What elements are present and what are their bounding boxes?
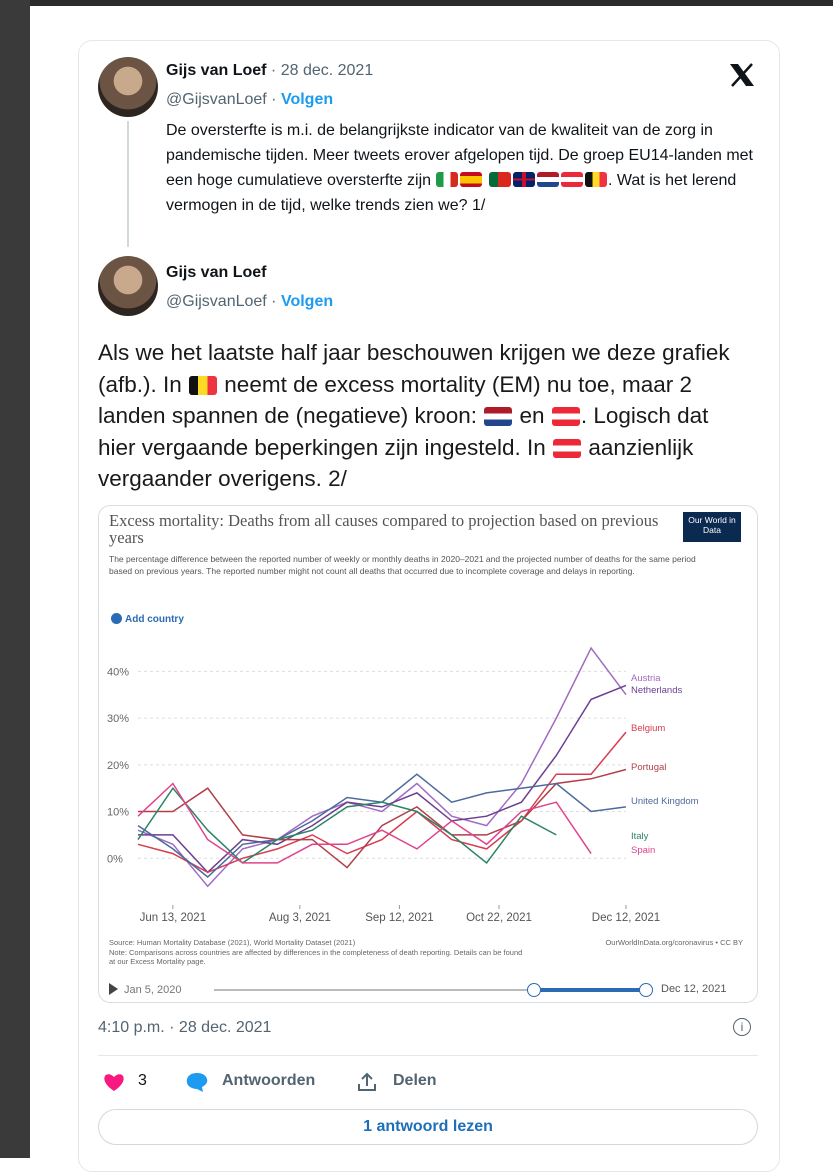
slider-handle[interactable]: [527, 983, 541, 997]
reply-icon[interactable]: [185, 1071, 209, 1093]
flag: [537, 172, 559, 187]
tweet-time[interactable]: 4:10 p.m. · 28 dec. 2021: [98, 1019, 271, 1037]
series-label: Portugal: [631, 762, 666, 773]
read-replies-button[interactable]: 1 antwoord lezen: [98, 1109, 758, 1145]
y-tick-label: 40%: [107, 666, 129, 678]
y-tick-label: 30%: [107, 713, 129, 725]
slider-end: Dec 12, 2021: [661, 983, 726, 995]
share-icon[interactable]: [357, 1071, 377, 1093]
x-tick-label: Dec 12, 2021: [592, 912, 660, 924]
handle: @GijsvanLoef ·: [166, 91, 277, 108]
series-label: Spain: [631, 845, 655, 856]
tweet-text: De oversterfte is m.i. de belangrijkste …: [166, 118, 761, 218]
avatar[interactable]: [98, 256, 158, 316]
text: en: [513, 403, 551, 428]
thread-line: [127, 121, 129, 247]
tweet-header: Gijs van Loef: [166, 264, 266, 282]
flag: [460, 172, 482, 187]
author-name[interactable]: Gijs van Loef: [166, 264, 266, 281]
slider-start-label: Jan 5, 2020: [124, 984, 182, 996]
series-label: United Kingdom: [631, 796, 699, 807]
flag: [513, 172, 535, 187]
flag: [553, 439, 581, 458]
x-logo[interactable]: [728, 62, 756, 88]
flag: [585, 172, 607, 187]
info-icon[interactable]: i: [733, 1018, 751, 1036]
chart-credit: OurWorldInData.org/coronavirus • CC BY: [539, 938, 743, 947]
side-bar: [0, 0, 30, 1158]
series-line: [138, 788, 556, 863]
x-tick-label: Sep 12, 2021: [365, 912, 433, 924]
flag: [489, 172, 511, 187]
flag: [436, 172, 458, 187]
handle: @GijsvanLoef ·: [166, 293, 277, 310]
author-name[interactable]: Gijs van Loef: [166, 62, 266, 79]
series-label: Belgium: [631, 723, 665, 734]
series-label: Italy: [631, 831, 649, 842]
x-tick-label: Jun 13, 2021: [140, 912, 207, 924]
share-label[interactable]: Delen: [393, 1072, 437, 1090]
reply-label[interactable]: Antwoorden: [222, 1072, 315, 1090]
series-label: Netherlands: [631, 685, 682, 696]
divider: [98, 1055, 758, 1056]
handle-row: @GijsvanLoef · Volgen: [166, 293, 333, 311]
flag: [552, 407, 580, 426]
like-icon[interactable]: [103, 1072, 125, 1092]
note: Note: Comparisons across countries are a…: [109, 948, 522, 967]
source: Source: Human Mortality Database (2021),…: [109, 938, 355, 947]
like-count: 3: [138, 1072, 147, 1090]
x-tick-label: Aug 3, 2021: [269, 912, 331, 924]
page: { "tweets": [ { "name": "Gijs van Loef",…: [0, 0, 833, 1158]
y-tick-label: 20%: [107, 760, 129, 772]
chart: 0% 10% 20% 30% 40% Jun 13, 2021 Aug 3, 2021 Sep…: [99, 506, 757, 1002]
handle-row: @GijsvanLoef · Volgen: [166, 91, 333, 109]
slider-handle[interactable]: [639, 983, 653, 997]
avatar[interactable]: [98, 57, 158, 117]
top-bar: [0, 0, 833, 6]
y-tick-label: 0%: [107, 853, 123, 865]
flag: [484, 407, 512, 426]
series-line: [138, 784, 591, 863]
follow-link[interactable]: Volgen: [281, 293, 333, 310]
slider-range[interactable]: [534, 988, 644, 992]
tweet-header: Gijs van Loef · 28 dec. 2021: [166, 62, 373, 80]
x-tick-label: Oct 22, 2021: [466, 912, 532, 924]
flag: [189, 376, 217, 395]
chart-source: Source: Human Mortality Database (2021),…: [109, 938, 529, 967]
tweet-image[interactable]: Excess mortality: Deaths from all causes…: [98, 505, 758, 1003]
flag: [561, 172, 583, 187]
y-tick-label: 10%: [107, 807, 129, 819]
follow-link[interactable]: Volgen: [281, 91, 333, 108]
tweet-date: · 28 dec. 2021: [271, 62, 373, 79]
series-line: [138, 648, 626, 886]
series-label: Austria: [631, 673, 661, 684]
tweet-text: Als we het laatste half jaar beschouwen …: [98, 337, 748, 495]
slider-start[interactable]: Jan 5, 2020: [109, 983, 182, 996]
